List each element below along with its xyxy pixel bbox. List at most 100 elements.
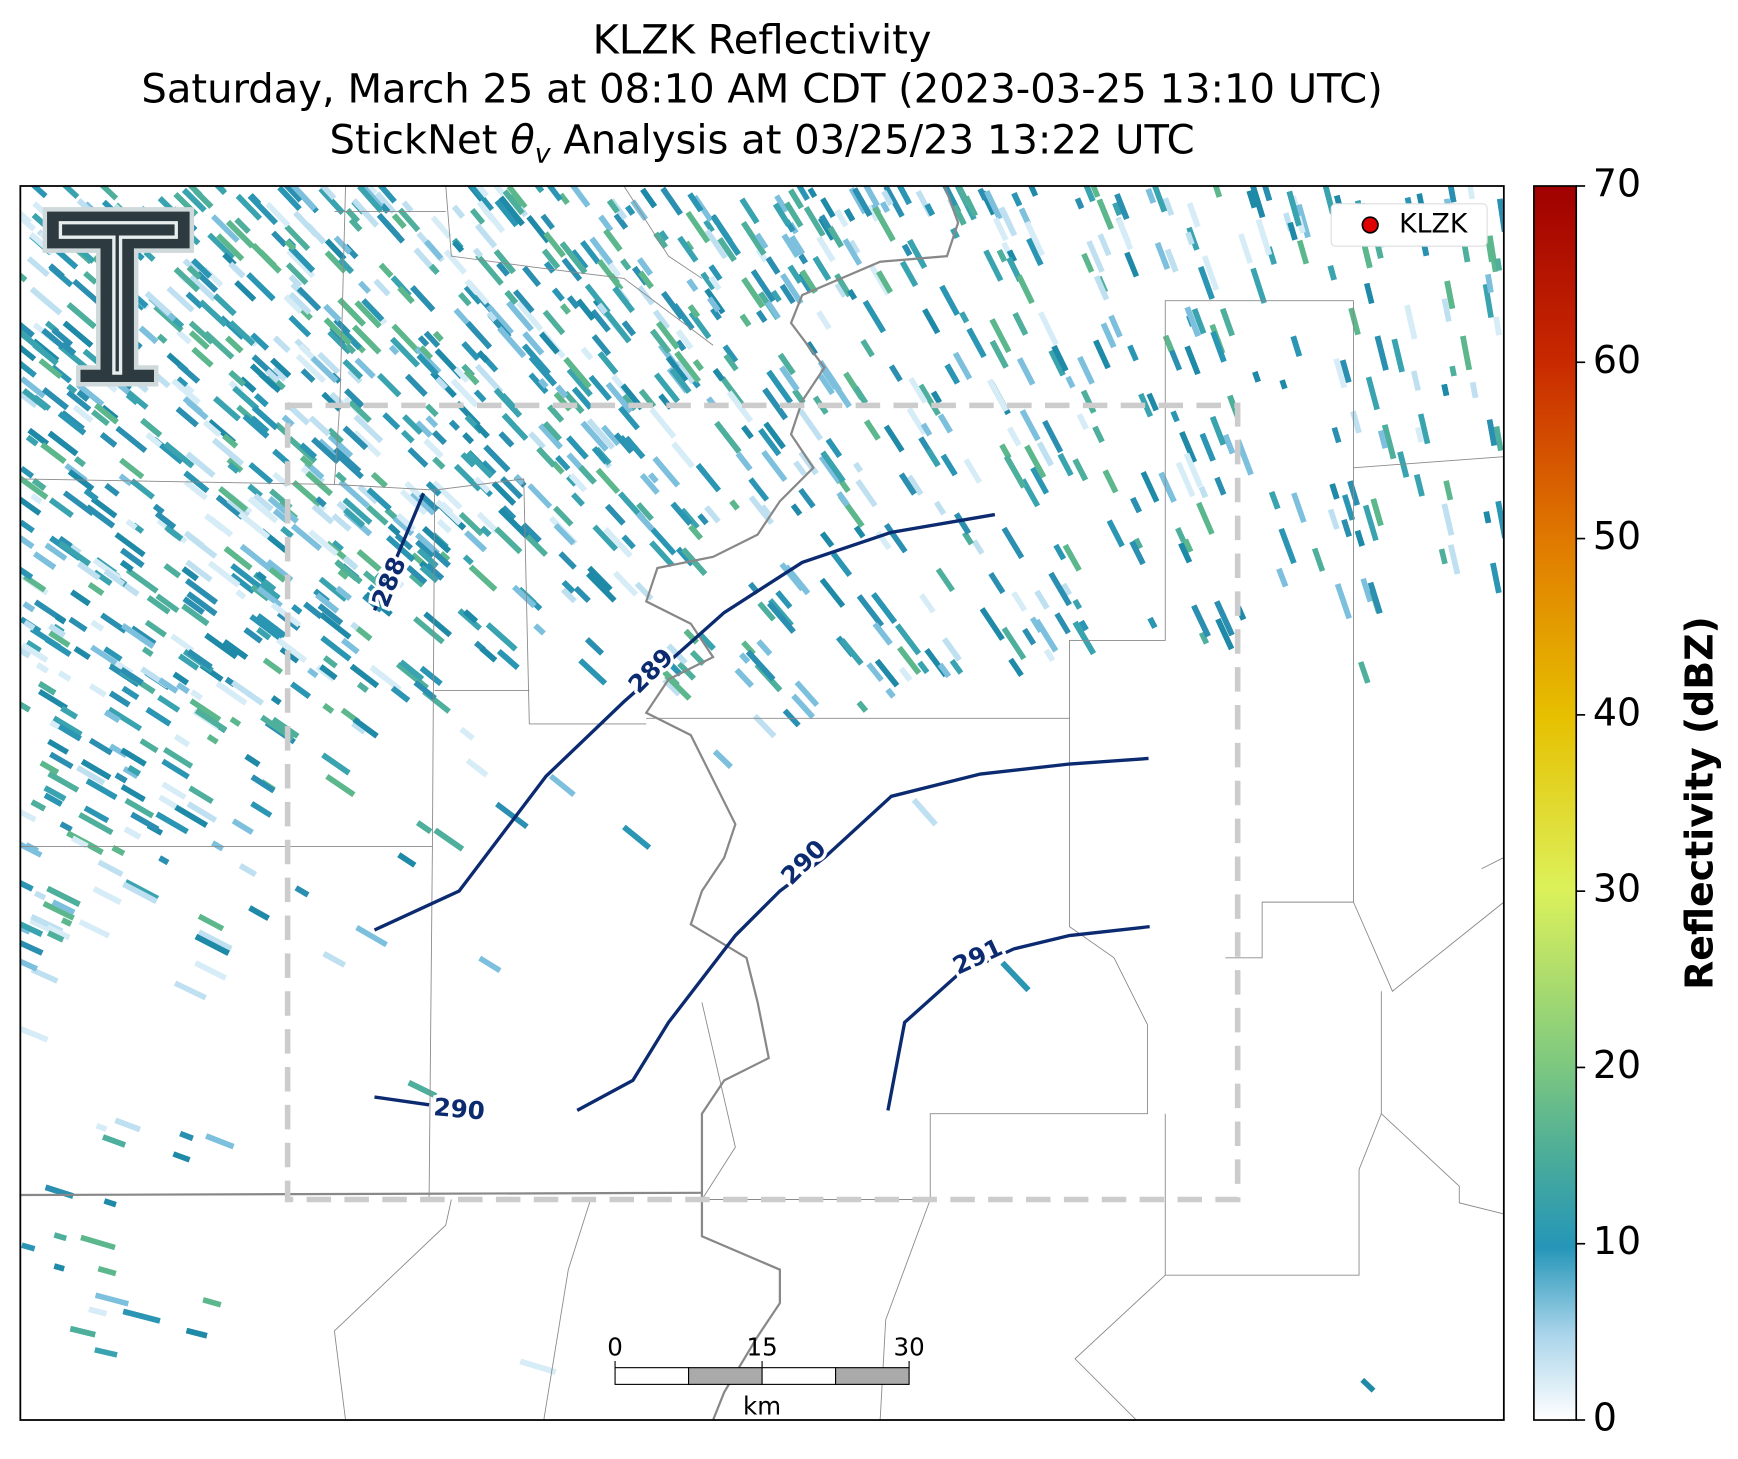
radar-echo: [374, 191, 396, 215]
radar-echo: [270, 695, 282, 706]
colorbar-tick-label: 10: [1593, 1219, 1641, 1263]
radar-echo: [355, 626, 373, 642]
radar-echo: [371, 472, 388, 489]
radar-echo: [1441, 383, 1450, 397]
radar-echo: [458, 511, 484, 537]
radar-echo: [417, 335, 430, 347]
radar-echo: [251, 405, 279, 431]
radar-echo: [47, 430, 79, 457]
radar-echo: [186, 649, 213, 670]
radar-echo: [338, 479, 370, 509]
radar-echo: [425, 415, 439, 429]
radar-echo: [750, 269, 776, 303]
radar-echo: [621, 320, 636, 337]
radar-echo: [71, 835, 89, 849]
radar-echo: [519, 1358, 557, 1375]
radar-echo: [618, 405, 640, 431]
radar-echo: [226, 457, 244, 473]
radar-echo: [1341, 518, 1352, 538]
radar-echo: [90, 496, 118, 519]
radar-echo: [20, 495, 42, 516]
radar-echo: [603, 527, 633, 558]
radar-echo: [1092, 425, 1105, 443]
radar-echo: [1198, 266, 1215, 300]
radar-echo: [542, 421, 562, 442]
radar-echo: [578, 465, 597, 485]
radar-echo: [367, 584, 382, 598]
county-line: [434, 478, 647, 725]
radar-echo: [787, 264, 803, 284]
radar-echo: [87, 842, 104, 855]
radar-echo: [88, 737, 113, 756]
radar-echo: [73, 646, 91, 660]
radar-echo: [230, 563, 263, 591]
radar-echo: [754, 232, 769, 250]
radar-echo: [734, 667, 754, 688]
title-text: Analysis at 03/25/23 13:22 UTC: [551, 118, 1195, 164]
radar-echo: [984, 190, 1003, 220]
radar-echo: [338, 257, 354, 274]
radar-echo: [416, 353, 439, 377]
radar-echo: [1114, 193, 1130, 220]
radar-echo: [191, 347, 214, 368]
county-line: [701, 1002, 736, 1200]
radar-echo: [1469, 381, 1479, 399]
radar-echo: [483, 444, 511, 473]
radar-echo: [797, 272, 814, 294]
radar-echo: [739, 197, 760, 225]
radar-echo: [538, 378, 549, 389]
radar-echo: [1184, 306, 1201, 338]
radar-echo: [145, 707, 172, 727]
radar-echo: [463, 369, 480, 386]
radar-echo: [250, 332, 270, 351]
radar-echo: [710, 307, 722, 321]
radar-echo: [25, 434, 39, 447]
radar-echo: [496, 261, 510, 277]
radar-echo: [553, 523, 576, 546]
radar-echo: [687, 304, 701, 319]
radar-echo: [66, 390, 92, 412]
radar-echo: [521, 522, 542, 543]
radar-echo: [234, 217, 251, 234]
radar-echo: [580, 240, 601, 265]
title-line: StickNet θv Analysis at 03/25/23 13:22 U…: [330, 118, 1195, 170]
radar-echo: [231, 818, 254, 835]
radar-echo: [1365, 376, 1380, 411]
scale-tick-label: 15: [746, 1332, 777, 1361]
radar-echo: [567, 295, 580, 310]
radar-echo: [791, 693, 815, 719]
radar-echo: [351, 721, 367, 735]
radar-echo: [1276, 567, 1289, 588]
radar-echo: [591, 334, 612, 357]
radar-echo: [58, 540, 91, 567]
radar-echo: [229, 572, 256, 595]
radar-echo: [739, 652, 751, 664]
radar-echo: [72, 404, 94, 423]
radar-echo: [924, 203, 935, 217]
radar-echo: [597, 351, 619, 375]
radar-echo: [80, 759, 112, 781]
radar-echo: [186, 265, 202, 280]
radar-echo: [555, 455, 571, 471]
radar-echo: [47, 738, 69, 755]
radar-echo: [155, 811, 189, 835]
radar-echo: [30, 967, 59, 984]
radar-echo: [541, 248, 561, 270]
radar-echo: [1196, 501, 1215, 535]
radar-echo: [250, 801, 273, 818]
radar-echo: [506, 185, 528, 209]
radar-echo: [53, 1263, 65, 1272]
radar-echo: [563, 357, 592, 389]
radar-echo: [87, 581, 105, 596]
radar-echo: [291, 480, 322, 507]
radar-echo: [723, 353, 739, 372]
radar-echo: [654, 372, 680, 404]
radar-echo: [665, 355, 689, 383]
radar-echo: [601, 424, 621, 447]
radar-echo: [351, 198, 379, 228]
radar-echo: [1086, 240, 1105, 273]
radar-echo: [834, 282, 848, 298]
radar-echo: [816, 310, 832, 330]
radar-echo: [122, 881, 158, 904]
colorbar-label: Reflectivity (dBZ): [1678, 616, 1722, 990]
